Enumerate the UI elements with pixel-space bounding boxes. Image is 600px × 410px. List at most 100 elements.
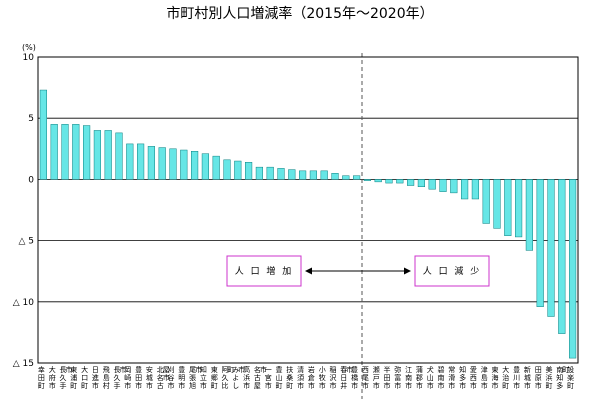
category-label: 豊川市 (513, 365, 520, 390)
bar (169, 148, 177, 180)
category-label: 清須市 (297, 365, 304, 390)
bar (504, 179, 512, 236)
category-label: 愛西市 (470, 365, 477, 390)
category-label: 東浦町 (70, 365, 77, 390)
bar (191, 150, 199, 180)
bar (255, 166, 263, 180)
category-label: 蒲郡市 (416, 365, 423, 390)
y-tick-label: △ 15 (13, 359, 34, 369)
category-label: 瀬戸市 (373, 365, 380, 390)
y-tick-label: △ 10 (13, 298, 35, 308)
category-label: 安城市 (146, 365, 153, 390)
category-label: 名古屋市 (254, 365, 267, 390)
chart-title: 市町村別人口増減率（2015年～2020年） (166, 5, 433, 22)
bar (126, 143, 134, 180)
bar (471, 179, 479, 200)
category-label: 豊田市 (135, 365, 142, 390)
bar (72, 124, 80, 180)
bar (201, 153, 209, 180)
bar (461, 179, 469, 200)
bar (407, 179, 415, 186)
plot-frame (37, 56, 579, 364)
bar (277, 168, 285, 180)
bar (61, 124, 69, 180)
bar (439, 179, 447, 192)
decrease-label: 人 口 減 少 (423, 265, 482, 277)
category-label: 春日井市 (340, 365, 353, 390)
annotations: 人 口 増 加 人 口 減 少 (226, 255, 490, 287)
category-label: 阿久比町 (222, 365, 235, 390)
arrow-head-left-icon (305, 267, 312, 275)
bar (482, 179, 490, 224)
bar (493, 179, 501, 229)
category-label: 常滑市 (448, 365, 455, 390)
bar (266, 166, 274, 180)
category-label: 長久手市 (114, 365, 127, 390)
category-label: みよし市 (232, 365, 245, 390)
bar (288, 169, 296, 180)
category-label: 岡崎市 (124, 366, 131, 390)
bar (428, 179, 436, 190)
category-label: 知多市 (459, 365, 466, 390)
bar (363, 179, 371, 181)
category-label: 尾張旭市 (189, 365, 202, 390)
bar (558, 179, 566, 334)
category-label: 半田市 (384, 365, 391, 390)
bar (39, 89, 47, 180)
bar (180, 149, 188, 180)
y-tick-label: △ 5 (18, 237, 34, 247)
category-label: 岩倉市 (308, 365, 315, 390)
category-label: 新城市 (524, 365, 531, 390)
y-tick-label: 5 (28, 114, 34, 124)
bar (158, 147, 166, 180)
category-label: 碧南市 (438, 365, 445, 390)
bar (569, 179, 577, 359)
category-label: 犬山市 (427, 365, 434, 390)
category-label: 東海市 (492, 365, 499, 390)
category-label: 長久手市 (60, 365, 73, 390)
category-label: 北名古屋市 (157, 366, 170, 390)
bar (93, 130, 101, 180)
category-label: 西尾市 (362, 366, 369, 390)
category-label: 津島市 (481, 366, 488, 390)
category-label: 幸田町 (38, 366, 45, 390)
category-label: 小牧市 (319, 365, 326, 390)
bar (385, 179, 393, 184)
bar (245, 162, 253, 180)
bar (320, 170, 328, 180)
category-label: 東郷町 (211, 365, 218, 390)
category-label: 知立市 (200, 365, 207, 390)
bar (147, 146, 155, 180)
bar (137, 143, 145, 180)
increase-label: 人 口 増 加 (235, 265, 294, 277)
bar (342, 175, 350, 180)
category-label: 大治町 (502, 365, 509, 390)
bar (353, 175, 361, 180)
y-tick-label: 10 (23, 53, 35, 63)
category-label: 日進市 (92, 366, 99, 390)
category-label: 大府市 (49, 365, 56, 390)
bar (309, 170, 317, 180)
category-label: 一宮市 (265, 366, 272, 390)
bar (417, 179, 425, 187)
bar (374, 179, 382, 183)
bar (450, 179, 458, 194)
bar (331, 173, 339, 180)
bars (39, 89, 577, 359)
category-label: 豊橋市 (351, 365, 358, 390)
bar (299, 170, 307, 180)
category-label: 弥富市 (394, 365, 401, 390)
category-label: 扶桑町 (286, 365, 293, 390)
bar (50, 124, 58, 180)
y-unit-label: (%) (22, 43, 36, 52)
category-label: 豊山町 (276, 365, 283, 390)
increase-label-box (226, 255, 302, 287)
bar (83, 125, 91, 180)
category-label: 美浜町 (546, 365, 553, 390)
category-label: 田原市 (535, 366, 542, 390)
bar (396, 179, 404, 184)
bar (525, 179, 533, 251)
bar (212, 155, 220, 180)
bar (234, 160, 242, 180)
